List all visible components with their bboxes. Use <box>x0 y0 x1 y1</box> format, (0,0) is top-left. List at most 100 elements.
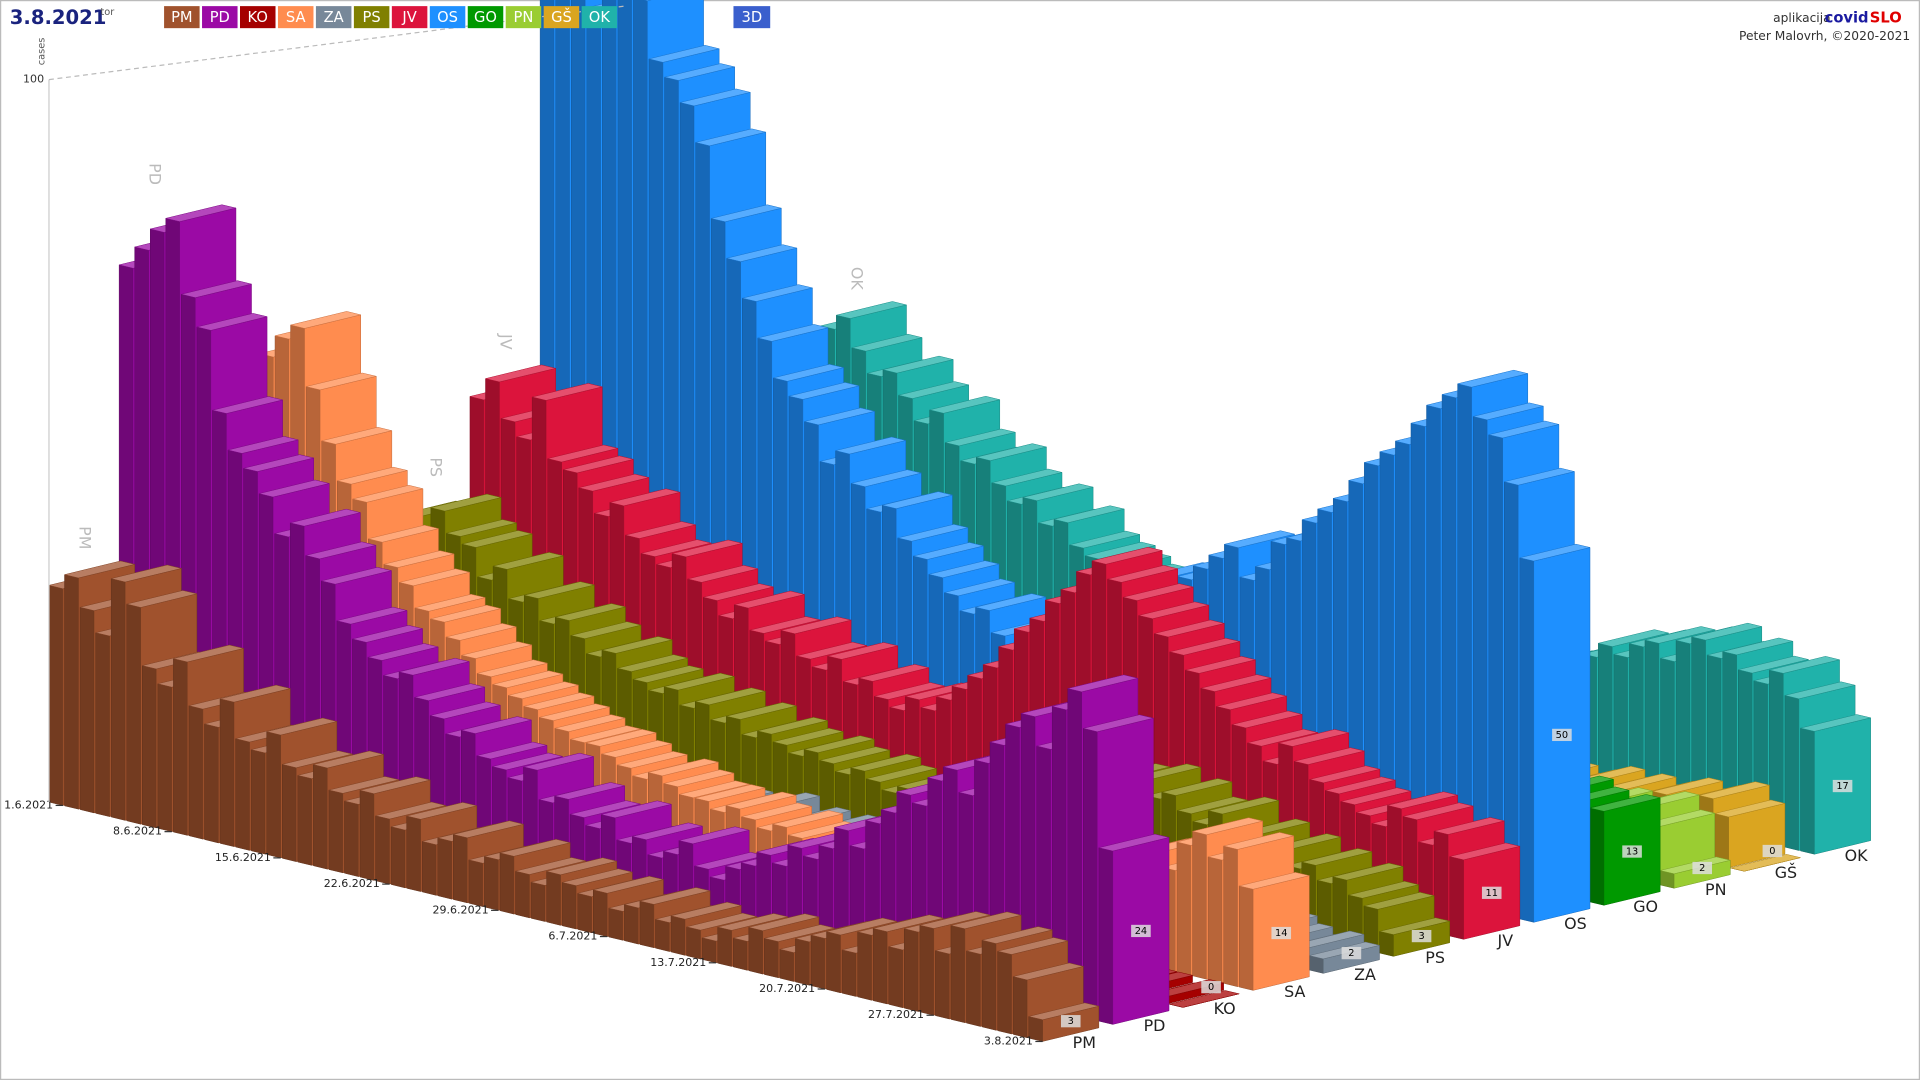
back-series-label: PM <box>76 526 95 549</box>
bar-top <box>328 776 400 794</box>
x-tick-label: 29.6.2021 <box>433 903 489 916</box>
bar-side <box>1207 856 1223 984</box>
bar-top <box>359 776 431 794</box>
legend-item[interactable]: GŠ <box>543 6 580 29</box>
legend-label[interactable]: GŠ <box>551 8 572 26</box>
bar-top <box>835 436 906 455</box>
bar-top <box>741 802 812 821</box>
legend-swatch[interactable] <box>202 6 238 29</box>
bar-side <box>453 834 468 904</box>
legend-label[interactable]: PM <box>171 9 193 26</box>
legend-label[interactable]: PS <box>363 9 381 26</box>
value-label: 0 <box>1769 846 1775 857</box>
bar-side <box>779 948 795 982</box>
bar-top <box>1294 747 1365 765</box>
bar-top <box>851 333 923 352</box>
credit: Peter Malovrh, ©2020-2021 <box>1739 29 1910 43</box>
legend-item[interactable]: KO <box>240 6 276 29</box>
bar-top <box>1123 583 1194 601</box>
bar-top <box>196 313 268 331</box>
bar-side <box>188 705 204 840</box>
bar-top <box>1107 565 1178 583</box>
bar-side <box>406 815 421 892</box>
legend-swatch[interactable] <box>353 6 390 29</box>
bar-top <box>1714 799 1785 818</box>
x-tick-label: 13.7.2021 <box>650 956 706 969</box>
bar-top <box>897 524 969 542</box>
bar-side <box>344 800 359 877</box>
legend-label[interactable]: OK <box>589 9 611 26</box>
legend-swatch[interactable] <box>164 6 200 29</box>
bar-side <box>484 856 499 911</box>
bar-top <box>352 625 423 643</box>
bar-top <box>695 128 766 147</box>
legend-swatch[interactable] <box>543 6 580 29</box>
bar-top <box>1325 776 1396 795</box>
bar-top <box>1488 420 1559 439</box>
bar-side <box>795 938 810 986</box>
bar-top <box>711 204 782 223</box>
legend-swatch[interactable] <box>581 6 618 29</box>
bar-top <box>687 565 758 583</box>
mode-button-label[interactable]: 3D <box>742 9 763 26</box>
overlay: 1.6.2021 8.6.2021 15.6.2021 22.6.2021 29.6.2… <box>4 163 1868 1052</box>
bar-top <box>1067 674 1138 693</box>
legend-swatch[interactable] <box>467 6 504 29</box>
legend-swatch[interactable] <box>505 6 542 29</box>
legend-item[interactable]: PD <box>202 6 238 29</box>
mode-button-bg[interactable] <box>733 6 771 29</box>
app-name-2: SLO <box>1870 9 1902 26</box>
legend-item[interactable]: OS <box>429 6 466 29</box>
legend-item[interactable]: ZA <box>315 6 352 29</box>
legend-label[interactable]: KO <box>248 9 268 26</box>
legend-label[interactable]: SA <box>286 9 306 26</box>
bar-top <box>663 769 735 787</box>
legend-swatch[interactable] <box>391 6 428 29</box>
legend-swatch[interactable] <box>315 6 352 29</box>
legend-label[interactable]: PN <box>514 9 534 26</box>
bar-side <box>235 738 250 851</box>
legend-item[interactable]: JV <box>391 6 428 29</box>
bar-top <box>882 355 954 374</box>
legend-item[interactable]: PS <box>353 6 390 29</box>
legend-swatch[interactable] <box>277 6 314 29</box>
bar-top <box>1340 787 1412 805</box>
legend-swatch[interactable] <box>429 6 466 29</box>
legend-label[interactable]: GO <box>474 9 497 26</box>
legend-label[interactable]: ZA <box>324 9 344 26</box>
bar-top <box>1691 622 1762 641</box>
legend-label[interactable]: PD <box>210 9 230 26</box>
legend-item[interactable]: SA <box>277 6 314 29</box>
bar-top <box>305 541 376 560</box>
bar-top <box>227 436 299 454</box>
x-tick-label: 1.6.2021 <box>4 798 53 811</box>
bar-side <box>313 764 328 870</box>
bar-top <box>1091 546 1163 565</box>
bar-top <box>1247 728 1318 747</box>
legend-swatch[interactable] <box>240 6 276 29</box>
legend-item[interactable]: PM <box>164 6 200 29</box>
bar-side <box>857 931 872 1001</box>
x-tick-label: 20.7.2021 <box>759 982 815 995</box>
bar-top <box>742 284 813 302</box>
bar-top <box>453 820 524 839</box>
legend-label[interactable]: JV <box>401 9 416 26</box>
app-label: aplikacija <box>1773 11 1830 25</box>
mode-button[interactable]: 3D <box>733 6 771 29</box>
bar-top <box>882 491 953 509</box>
bar-top <box>1278 729 1349 747</box>
legend-item[interactable]: PN <box>505 6 542 29</box>
bar-top <box>819 746 890 764</box>
bar-top <box>928 560 1000 578</box>
bar-top <box>375 801 446 820</box>
bar-top <box>1169 637 1240 656</box>
bar-top <box>772 810 843 828</box>
legend-item[interactable]: GO <box>467 6 504 29</box>
bar-top <box>950 911 1022 930</box>
bar-top <box>337 466 408 485</box>
legend-item[interactable]: OK <box>581 6 618 29</box>
value-label-bg <box>1481 886 1502 899</box>
bar-top <box>929 395 1000 414</box>
legend-label[interactable]: OS <box>437 9 458 26</box>
bar-top <box>282 750 353 769</box>
